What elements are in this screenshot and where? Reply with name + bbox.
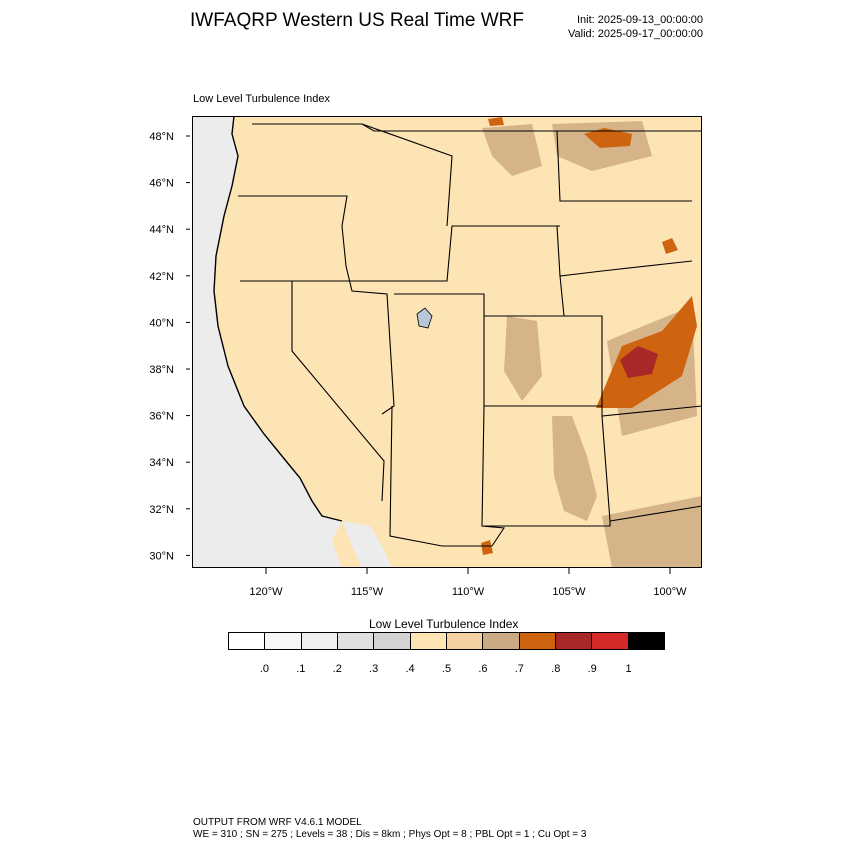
init-time: Init: 2025-09-13_00:00:00 <box>577 14 703 26</box>
orange-zone-north-dakota <box>584 128 632 148</box>
lat-label: 36°N <box>149 411 174 423</box>
colorbar-tick-label: .3 <box>369 663 379 675</box>
model-version: OUTPUT FROM WRF V4.6.1 MODEL <box>193 817 362 828</box>
tan-zone-texas <box>602 496 702 568</box>
colorbar-box <box>592 633 629 649</box>
orange-zone-montana <box>488 117 504 126</box>
colorbar-tick-label: .5 <box>441 663 452 675</box>
colorbar-box <box>374 633 411 649</box>
colorbar-tick-label: .7 <box>514 663 524 675</box>
valid-time: Valid: 2025-09-17_00:00:00 <box>568 28 703 40</box>
lon-tick-group: 120°W 115°W 110°W 105°W 100°W <box>249 568 687 598</box>
lat-tick-group: 48°N 46°N 44°N 42°N 40°N 38°N 36°N 34°N 32°N 30°N <box>149 131 190 562</box>
colorbar-box <box>265 633 302 649</box>
lat-label: 32°N <box>149 504 174 516</box>
colorbar-title: Low Level Turbulence Index <box>369 617 519 631</box>
lat-label: 40°N <box>149 317 174 329</box>
colorbar-tick-label: .1 <box>296 663 306 675</box>
tan-zone-montana <box>482 124 542 176</box>
colorbar-box <box>446 633 484 649</box>
lat-label: 46°N <box>149 178 174 190</box>
turbulence-map <box>192 116 702 568</box>
baja-peninsula <box>332 521 362 568</box>
longitude-axis: 120°W 115°W 110°W 105°W 100°W <box>249 568 687 598</box>
colorbar-tick-label: .4 <box>405 663 415 675</box>
colorbar-tick-label: .9 <box>587 663 597 675</box>
model-config: WE = 310 ; SN = 275 ; Levels = 38 ; Dis … <box>193 829 587 840</box>
lon-label: 100°W <box>653 586 687 598</box>
colorbar-box <box>628 633 664 649</box>
orange-zone-southwest <box>481 540 493 555</box>
colorbar-box <box>229 633 266 649</box>
colorbar-tick-label: 1 <box>625 663 632 675</box>
orange-zone-nebraska <box>662 238 678 254</box>
latitude-axis: 48°N 46°N 44°N 42°N 40°N 38°N 36°N 34°N 32°N 30°N <box>149 131 190 562</box>
colorbar-tick-label: .8 <box>551 663 561 675</box>
lat-label: 30°N <box>149 550 174 562</box>
colorbar-box <box>410 633 447 649</box>
lat-label: 44°N <box>149 224 174 236</box>
colorbar-box <box>483 633 520 649</box>
colorbar-tick-label: .6 <box>478 663 488 675</box>
darkred-core-kansas <box>620 346 658 378</box>
lat-label: 34°N <box>149 457 174 469</box>
lon-label: 110°W <box>452 586 485 598</box>
colorbar-box <box>519 633 556 649</box>
lon-label: 115°W <box>351 586 384 598</box>
great-salt-lake <box>416 307 433 329</box>
colorbar <box>228 632 665 650</box>
state-borders <box>238 123 702 547</box>
colorbar-tick-label: .2 <box>332 663 342 675</box>
colorbar-box <box>337 633 375 649</box>
lon-label: 105°W <box>552 586 586 598</box>
colorbar-box <box>555 633 593 649</box>
figure-title: IWFAQRP Western US Real Time WRF <box>190 10 524 31</box>
run-times: Init: 2025-09-13_00:00:00 Valid: 2025-09… <box>568 13 703 41</box>
tan-zone-plains <box>552 416 597 521</box>
map-frame <box>192 116 702 568</box>
map-subtitle: Low Level Turbulence Index <box>193 93 330 105</box>
coastline <box>213 116 343 522</box>
tan-zone-colorado <box>504 316 542 401</box>
lat-label: 38°N <box>149 364 174 376</box>
lat-label: 48°N <box>149 131 174 143</box>
lon-label: 120°W <box>249 586 283 598</box>
lat-label: 42°N <box>149 271 174 283</box>
colorbar-box <box>301 633 338 649</box>
colorbar-tick-label: .0 <box>259 663 269 675</box>
model-info: OUTPUT FROM WRF V4.6.1 MODEL WE = 310 ; … <box>193 817 586 841</box>
